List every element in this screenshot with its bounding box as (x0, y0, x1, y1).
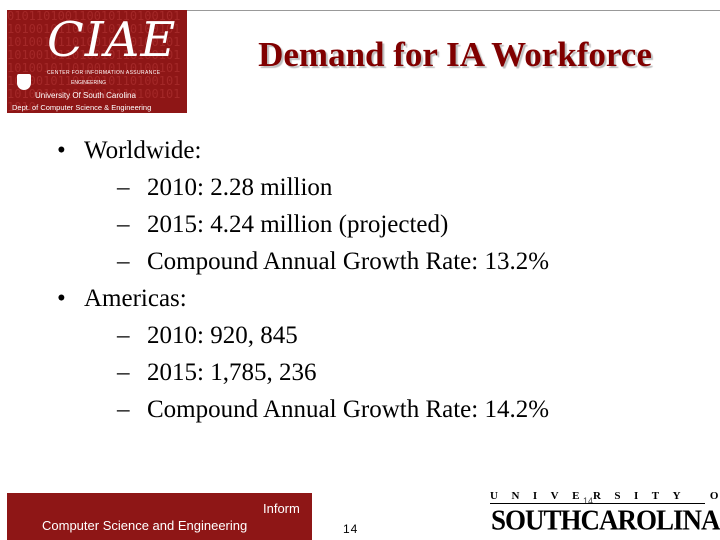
dash-marker: – (117, 359, 130, 386)
sub-item: – 2015: 4.24 million (projected) (57, 206, 697, 243)
bullet-label: Worldwide: (84, 137, 202, 164)
slide-title: Demand for IA Workforce (258, 35, 652, 74)
header-rule (187, 10, 720, 11)
logo-binary-pattern: 0101101001100101101001011010010110100101… (7, 10, 181, 113)
logo-university: University Of South Carolina (35, 91, 136, 100)
footer-band (7, 493, 312, 540)
university-seal-icon (17, 74, 31, 90)
page-number: 14 (343, 522, 359, 536)
footer-inform-text: Inform (263, 501, 300, 516)
bullet-americas: • Americas: (57, 280, 697, 317)
sub-item-text: 2015: 4.24 million (projected) (147, 211, 449, 238)
sub-item-text: Compound Annual Growth Rate: 13.2% (147, 248, 550, 275)
logo-center-name-2: ENGINEERING (71, 80, 107, 86)
footer-department: Computer Science and Engineering (42, 518, 248, 533)
ciae-logo: 0101101001100101101001011010010110100101… (7, 10, 187, 113)
dash-marker: – (117, 396, 130, 423)
bullet-label: Americas: (84, 285, 187, 312)
logo-department: Dept. of Computer Science & Engineering (12, 103, 152, 112)
sub-item-text: 2015: 1,785, 236 (147, 359, 317, 386)
bullet-worldwide: • Worldwide: (57, 132, 697, 169)
usc-university-line: UNIVERSITY OF (490, 490, 720, 502)
logo-wordmark: CIAE (47, 12, 177, 68)
sub-item: – 2010: 2.28 million (57, 169, 697, 206)
bullet-dot: • (57, 285, 66, 312)
sub-item: – Compound Annual Growth Rate: 13.2% (57, 243, 697, 280)
slide-content: • Worldwide: – 2010: 2.28 million – 2015… (57, 132, 697, 428)
dash-marker: – (117, 322, 130, 349)
logo-center-name: CENTER FOR INFORMATION ASSURANCE (47, 70, 161, 76)
sub-item-text: 2010: 2.28 million (147, 174, 333, 201)
page-number-small: 14 (583, 496, 594, 506)
sub-item: – 2010: 920, 845 (57, 317, 697, 354)
dash-marker: – (117, 211, 130, 238)
usc-logo-name: SOUTHCAROLINA. (491, 504, 720, 536)
sub-item-text: 2010: 920, 845 (147, 322, 298, 349)
sub-item: – 2015: 1,785, 236 (57, 354, 697, 391)
dash-marker: – (117, 174, 130, 201)
sub-item: – Compound Annual Growth Rate: 14.2% (57, 391, 697, 428)
usc-logo-rule (490, 503, 705, 504)
dash-marker: – (117, 248, 130, 275)
sub-item-text: Compound Annual Growth Rate: 14.2% (147, 396, 550, 423)
bullet-dot: • (57, 137, 66, 164)
